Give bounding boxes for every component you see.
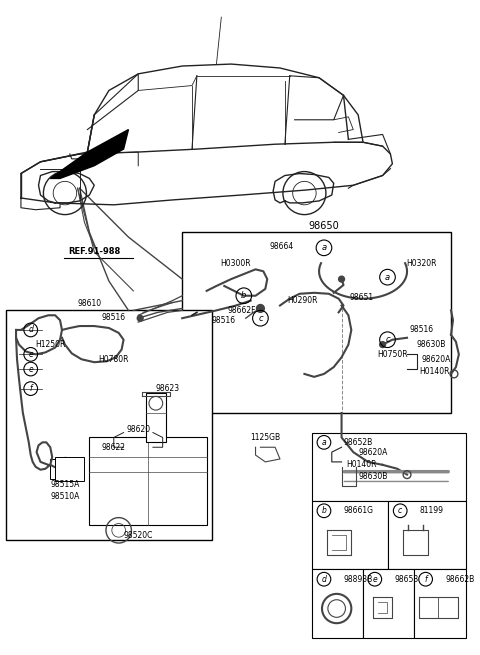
Text: d: d: [322, 574, 326, 584]
Text: 98620A: 98620A: [422, 355, 451, 364]
Text: 98510A: 98510A: [50, 492, 80, 500]
Text: 98622: 98622: [102, 443, 126, 452]
Text: H0140R: H0140R: [419, 367, 450, 377]
Text: 1125GB: 1125GB: [250, 433, 280, 442]
Text: c: c: [398, 506, 402, 515]
Bar: [50, 459, 80, 479]
Text: H0140R: H0140R: [346, 460, 376, 470]
Text: c: c: [258, 314, 263, 323]
Text: 98661G: 98661G: [344, 506, 373, 515]
Text: a: a: [385, 272, 390, 282]
Bar: [146, 394, 166, 442]
Text: d: d: [28, 326, 33, 335]
Text: 98893B: 98893B: [344, 574, 373, 584]
Text: 98630B: 98630B: [417, 340, 446, 349]
Text: H0300R: H0300R: [221, 259, 252, 268]
Text: 98662F: 98662F: [227, 306, 255, 315]
Text: f: f: [424, 574, 427, 584]
Text: 98516: 98516: [102, 312, 126, 322]
Text: e: e: [372, 574, 377, 584]
Circle shape: [338, 276, 345, 282]
Circle shape: [137, 315, 143, 321]
Text: H0320R: H0320R: [407, 259, 437, 268]
Text: a: a: [322, 244, 326, 252]
Text: 98652B: 98652B: [344, 438, 373, 447]
Text: 98653: 98653: [395, 574, 419, 584]
Text: 98662B: 98662B: [445, 574, 474, 584]
Bar: [312, 569, 363, 638]
Bar: [55, 457, 84, 481]
Text: 98630B: 98630B: [358, 472, 387, 481]
Polygon shape: [50, 130, 129, 178]
Text: e: e: [28, 365, 33, 373]
Text: 98664: 98664: [270, 242, 294, 252]
Bar: [312, 501, 388, 569]
Text: 98620: 98620: [126, 425, 150, 434]
Text: b: b: [241, 291, 247, 300]
Text: REF.91-988: REF.91-988: [68, 247, 120, 256]
Text: 98620A: 98620A: [358, 447, 387, 457]
Text: e: e: [28, 350, 33, 359]
Circle shape: [380, 342, 385, 348]
Bar: [6, 310, 212, 540]
Text: H1250R: H1250R: [36, 340, 66, 349]
Text: H0780R: H0780R: [98, 355, 129, 364]
Bar: [182, 232, 451, 413]
Text: 98516: 98516: [212, 316, 236, 325]
Text: b: b: [322, 506, 326, 515]
Text: 81199: 81199: [420, 506, 444, 515]
Bar: [363, 569, 414, 638]
Text: 98623: 98623: [156, 384, 180, 393]
Text: 98520C: 98520C: [123, 531, 153, 540]
Text: 98651: 98651: [349, 293, 373, 302]
Text: c: c: [385, 335, 390, 345]
Text: 98516: 98516: [409, 326, 434, 335]
Bar: [388, 501, 466, 569]
Circle shape: [256, 305, 264, 312]
Text: H0290R: H0290R: [287, 296, 318, 305]
Bar: [414, 569, 466, 638]
Bar: [89, 438, 207, 525]
Text: 98610: 98610: [77, 299, 101, 308]
Text: 98650: 98650: [309, 221, 339, 231]
Text: 98515A: 98515A: [50, 480, 80, 489]
Bar: [312, 432, 466, 501]
Text: H0750R: H0750R: [377, 350, 408, 359]
Text: a: a: [322, 438, 326, 447]
Text: f: f: [29, 384, 32, 393]
